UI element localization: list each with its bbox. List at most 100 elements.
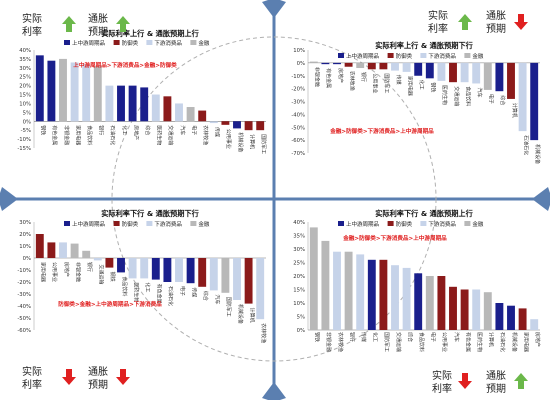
- up-arrow-icon: [62, 16, 76, 32]
- x-tick-label: 房地产: [534, 332, 541, 347]
- bar: [344, 251, 353, 330]
- bar: [47, 60, 56, 122]
- x-tick-label: 房地产: [132, 125, 139, 140]
- x-tick-label: 有色金属: [325, 68, 332, 88]
- legend-entry: 下游消费品: [154, 39, 182, 47]
- x-tick-label: 国防军工: [383, 73, 390, 93]
- y-tick-label: -40%: [17, 304, 31, 310]
- x-tick-label: 交通运输: [98, 264, 105, 284]
- x-tick-label: 综合: [144, 125, 151, 135]
- bar: [309, 61, 318, 63]
- bar: [82, 250, 91, 258]
- x-tick-label: 食品饮料: [86, 125, 93, 145]
- bar: [151, 94, 160, 122]
- bar: [163, 258, 172, 282]
- y-tick-label: 25%: [293, 261, 305, 267]
- y-tick-label: -30%: [17, 292, 31, 298]
- ranking-annotation: 防御类>金融>上中游周期品>下游消费品: [58, 300, 162, 308]
- bar: [402, 267, 411, 330]
- y-tick-label: 5%: [297, 315, 305, 321]
- legend-entry: 上中游周期品: [346, 220, 380, 228]
- bar: [518, 308, 527, 330]
- x-tick-label: 电子: [190, 125, 197, 135]
- legend-swatch: [113, 40, 120, 45]
- legend-entry: 金融: [472, 52, 484, 60]
- inflation-label: 通胀 预期: [486, 371, 506, 395]
- bar: [221, 121, 230, 125]
- axis-arrow-left: [0, 187, 18, 211]
- y-tick-label: -10%: [17, 137, 31, 143]
- y-tick-label: 10%: [19, 244, 31, 250]
- y-tick-label: -20%: [17, 280, 31, 286]
- x-tick-label: 非银金融: [74, 262, 81, 282]
- x-tick-label: 电子: [430, 332, 437, 342]
- y-tick-label: 0%: [23, 256, 31, 262]
- x-tick-label: 食品饮料: [121, 276, 128, 296]
- x-tick-label: 公用事业: [51, 262, 58, 282]
- bar: [105, 258, 114, 268]
- bar: [175, 103, 183, 122]
- x-tick-label: 家用电器: [406, 76, 413, 96]
- bar: [47, 242, 56, 258]
- x-tick-label: 交通运输: [453, 86, 460, 106]
- inflation-label: 通胀 预期: [88, 14, 108, 38]
- y-tick-label: 40%: [293, 220, 305, 226]
- x-tick-label: 化工: [372, 332, 379, 342]
- x-tick-label: 国防军工: [383, 332, 390, 352]
- dashed-circle: [111, 36, 437, 362]
- bar: [495, 62, 504, 92]
- x-tick-label: 传媒: [395, 75, 402, 85]
- x-tick-label: 银行: [86, 262, 93, 272]
- bar: [128, 85, 137, 122]
- legend-entry: 金融: [472, 220, 484, 228]
- axis-arrow-bottom: [262, 382, 286, 402]
- bar: [233, 121, 241, 129]
- ranking-annotation: 金融>防御类>下游消费品>上中游周期品: [342, 234, 447, 242]
- chart-title: 实际利率上行 & 通胀预期下行: [375, 41, 473, 50]
- legend-entry: 下游消费品: [428, 52, 456, 60]
- bar: [391, 62, 399, 71]
- bar: [449, 62, 457, 83]
- bar: [472, 289, 481, 330]
- x-tick-label: 钢铁: [40, 125, 47, 135]
- x-tick-label: 非银金融: [314, 67, 321, 87]
- y-tick-label: 25%: [19, 75, 31, 81]
- x-tick-label: 汽车: [214, 294, 221, 304]
- x-tick-label: 家用电器: [74, 125, 81, 145]
- y-axis: -15% -10% -5% 0% 5% 10% 15% 20% 25% 30% 35% 40%: [17, 48, 35, 152]
- x-tick-label: 石油石化: [109, 125, 116, 145]
- x-tick-label: 农林牧渔: [337, 332, 344, 352]
- bar: [425, 62, 434, 79]
- bar: [128, 258, 137, 279]
- down-arrow-icon: [458, 373, 472, 389]
- bar: [321, 240, 330, 330]
- bar: [209, 258, 218, 291]
- y-tick-label: -5%: [21, 128, 31, 134]
- bar: [333, 62, 341, 65]
- y-tick-label: -10%: [17, 268, 31, 274]
- legend-swatch: [64, 40, 70, 45]
- y-tick-label: 10%: [293, 48, 305, 54]
- chart-legend: 上中游周期品 防御类 下游消费品 金融: [338, 52, 484, 60]
- y-tick-label: 10%: [19, 101, 31, 107]
- y-tick-label: 30%: [19, 220, 31, 226]
- bar: [460, 289, 469, 330]
- x-tick-label: 传媒: [360, 332, 367, 342]
- bar: [256, 121, 265, 131]
- x-tick-label: 公用事业: [441, 332, 448, 352]
- bar: [117, 258, 125, 273]
- bar: [367, 259, 376, 330]
- y-tick-label: 0%: [297, 61, 305, 67]
- y-axis: 0% 5% 10% 15% 20% 25% 30% 35% 40%: [293, 220, 309, 334]
- x-tick-label: 化工: [121, 125, 128, 135]
- y-tick-label: 20%: [293, 274, 305, 280]
- x-tick-label: 有色金属: [464, 332, 471, 352]
- y-tick-label: -50%: [17, 316, 31, 322]
- legend-swatch: [338, 221, 344, 226]
- ranking-annotation: 金融>防御类>下游消费品>上中游周期品: [329, 127, 434, 135]
- bar: [233, 258, 241, 300]
